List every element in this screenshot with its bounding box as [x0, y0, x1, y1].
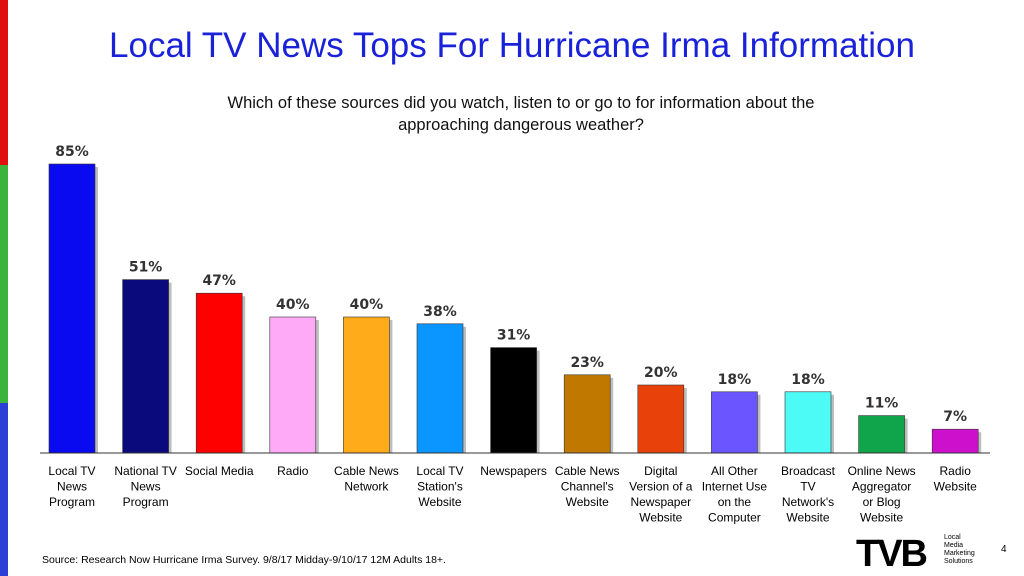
category-label: News	[57, 480, 87, 494]
data-label: 18%	[791, 372, 825, 388]
data-label: 38%	[423, 304, 457, 320]
category-label: Aggregator	[852, 480, 911, 494]
bar	[858, 415, 905, 454]
category-label: Website	[786, 511, 829, 525]
logo-mark: TVB	[856, 533, 927, 570]
category-label: Station's	[417, 480, 463, 494]
data-label: 85%	[55, 144, 89, 160]
category-label: Radio	[277, 464, 309, 478]
data-label: 40%	[350, 297, 384, 313]
category-label: Cable News	[555, 464, 620, 478]
bar	[416, 323, 464, 454]
bar	[931, 428, 979, 454]
bar	[563, 374, 611, 454]
left-edge-blue-stripe	[0, 403, 8, 576]
category-label: or Blog	[863, 495, 901, 509]
data-label: 11%	[865, 396, 899, 412]
bar	[711, 391, 758, 454]
category-label: Internet Use	[702, 480, 768, 494]
category-label: Network's	[782, 495, 834, 509]
category-label: News	[131, 480, 161, 494]
data-label: 51%	[129, 260, 163, 276]
logo-line-4: Solutions	[944, 558, 973, 565]
bar	[269, 316, 317, 454]
bar	[343, 316, 390, 454]
left-edge-green-stripe	[0, 165, 8, 403]
bar	[195, 292, 243, 454]
logo-line-1: Local	[944, 534, 961, 541]
data-label: 31%	[497, 328, 531, 344]
bar	[48, 163, 96, 454]
data-label: 7%	[943, 409, 967, 425]
data-label: 23%	[570, 355, 604, 371]
category-label: on the	[718, 495, 752, 509]
category-label: Radio	[940, 464, 972, 478]
bar	[122, 279, 169, 454]
category-label: Website	[860, 511, 903, 525]
category-label: Channel's	[561, 480, 614, 494]
category-label: Network	[344, 480, 389, 494]
category-label: Online News	[848, 464, 916, 478]
category-label: TV	[800, 480, 815, 494]
category-label: All Other	[711, 464, 758, 478]
category-label: Broadcast	[781, 464, 836, 478]
category-label: Local TV	[416, 464, 463, 478]
data-label: 18%	[718, 372, 752, 388]
question-line-2: approaching dangerous weather?	[398, 116, 644, 134]
bar	[784, 391, 832, 454]
category-label: Program	[49, 495, 95, 509]
category-label: Newspapers	[480, 464, 547, 478]
category-label: National TV	[114, 464, 176, 478]
category-label: Computer	[708, 511, 761, 525]
category-label: Website	[639, 511, 682, 525]
category-label: Website	[566, 495, 609, 509]
category-label: Program	[123, 495, 169, 509]
tvb-logo: TVB Local Media Marketing Solutions	[856, 533, 975, 570]
source-footnote: Source: Research Now Hurricane Irma Surv…	[42, 554, 446, 566]
question-line-1: Which of these sources did you watch, li…	[227, 94, 815, 112]
category-label: Social Media	[185, 464, 254, 478]
category-label: Newspaper	[630, 495, 691, 509]
category-label: Cable News	[334, 464, 399, 478]
category-label: Website	[418, 495, 461, 509]
bar	[490, 347, 537, 454]
data-label: 40%	[276, 297, 310, 313]
category-label: Digital	[644, 464, 677, 478]
chart-question: Which of these sources did you watch, li…	[150, 92, 892, 136]
page-number: 4	[1001, 544, 1007, 555]
logo-line-3: Marketing	[944, 550, 975, 557]
data-label: 47%	[202, 273, 236, 289]
category-label: Version of a	[629, 480, 693, 494]
category-label: Website	[934, 480, 977, 494]
bar	[637, 384, 685, 454]
left-edge-red-stripe	[0, 0, 8, 165]
category-label: Local TV	[48, 464, 95, 478]
data-label: 20%	[644, 365, 678, 381]
logo-line-2: Media	[944, 542, 963, 549]
slide-title: Local TV News Tops For Hurricane Irma In…	[109, 26, 915, 65]
